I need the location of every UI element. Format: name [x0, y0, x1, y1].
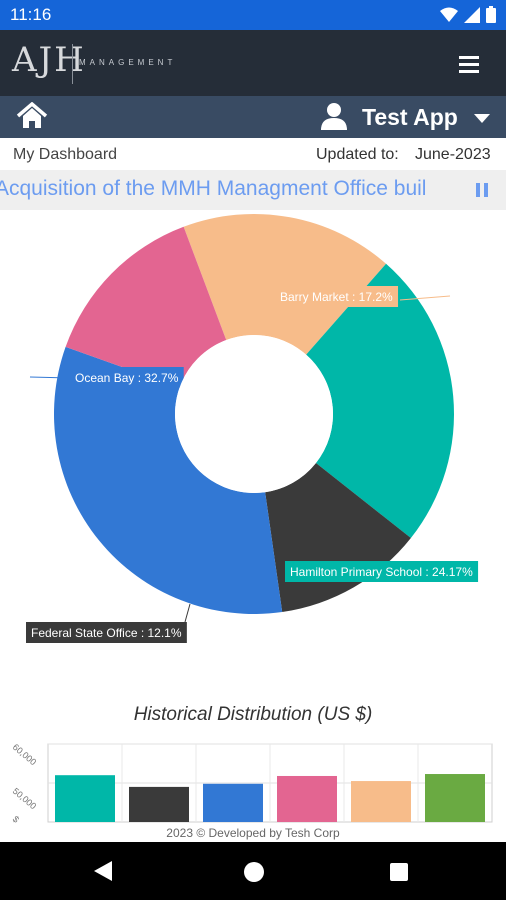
- back-button[interactable]: [92, 859, 114, 888]
- pie-label-box: [275, 286, 399, 307]
- pie-label-text: Hamilton Primary School : 24.17%: [290, 565, 473, 579]
- status-icons: [440, 6, 496, 23]
- logo: AJH: [12, 40, 86, 80]
- app-name: Test App: [362, 104, 458, 130]
- updated-value: June-2023: [415, 146, 491, 163]
- square-icon: [390, 863, 408, 881]
- bar[interactable]: [351, 781, 411, 822]
- y-tick-label: 50,000: [11, 786, 39, 811]
- pie-label: Barry Market : 17.2%: [275, 286, 399, 307]
- signal-icon: [464, 6, 480, 23]
- pie-label-leader: [184, 603, 191, 623]
- y-tick-label: 60,000: [11, 742, 39, 767]
- pie-label-text: Ocean Bay : 32.7%: [75, 371, 179, 385]
- chevron-down-icon: [474, 114, 490, 123]
- bar-chart-title: Historical Distribution (US $): [133, 704, 373, 725]
- wifi-icon: [440, 7, 458, 22]
- footer: 2023 © Developed by Tesh Corp: [0, 826, 506, 842]
- pie-slice-barry-market[interactable]: [183, 214, 387, 355]
- pie-label: Ocean Bay : 32.7%: [70, 367, 184, 388]
- back-icon: [94, 861, 112, 881]
- donut-hole: [175, 335, 333, 493]
- ticker-text: Acquisition of the MMH Managment Office …: [0, 177, 427, 200]
- hamburger-menu-button[interactable]: [452, 51, 484, 79]
- home-icon: [16, 101, 48, 128]
- pie-label-box: [70, 367, 184, 388]
- bar[interactable]: [129, 786, 189, 822]
- bar[interactable]: [277, 775, 337, 822]
- pie-slice-hamilton-primary-school[interactable]: [306, 263, 454, 539]
- android-nav-bar: [0, 842, 506, 900]
- bar[interactable]: [55, 775, 115, 822]
- menu-icon: [459, 56, 479, 73]
- status-time: 11:16: [10, 5, 52, 24]
- pie-label-leader: [399, 295, 451, 301]
- pie-label: Hamilton Primary School : 24.17%: [285, 561, 479, 582]
- pie-slice-other[interactable]: [65, 226, 227, 388]
- user-icon: [321, 103, 347, 130]
- dashboard-row: My Dashboard Updated to: June-2023: [0, 138, 506, 170]
- pie-slice-ocean-bay[interactable]: [53, 346, 283, 614]
- pause-icon: [476, 183, 488, 197]
- battery-icon: [486, 6, 496, 23]
- app-header: [0, 30, 506, 96]
- dashboard-title: My Dashboard: [13, 146, 118, 163]
- pie-label-text: Federal State Office : 12.1%: [31, 626, 182, 640]
- bar[interactable]: [425, 774, 485, 822]
- app-selector-dropdown[interactable]: Test App: [318, 100, 500, 134]
- status-bar: 11:16: [0, 0, 506, 30]
- ticker-fade: [444, 170, 506, 210]
- pie-label-box: [285, 561, 479, 582]
- circle-icon: [244, 862, 264, 882]
- news-ticker: Acquisition of the MMH Managment Office …: [0, 170, 506, 210]
- pie-label-leader: [29, 376, 71, 379]
- pie-label-box: [26, 622, 187, 643]
- pie-label-text: Barry Market : 17.2%: [280, 290, 393, 304]
- nav-bar: Test App: [0, 96, 506, 138]
- bar-chart: 60,000 50,000 $: [11, 742, 493, 825]
- ticker-pause-button[interactable]: [474, 181, 490, 199]
- bar[interactable]: [203, 783, 263, 822]
- logo-divider: [72, 44, 73, 84]
- recents-button[interactable]: [389, 862, 409, 887]
- donut-chart: Barry Market : 17.2% Hamilton Primary Sch…: [26, 214, 479, 643]
- y-tick-label: $: [11, 814, 21, 825]
- updated-label: Updated to:: [316, 146, 399, 163]
- logo-subtitle: MANAGEMENT: [79, 58, 177, 67]
- home-nav-button[interactable]: [243, 861, 265, 888]
- pie-label: Federal State Office : 12.1%: [26, 622, 187, 643]
- home-button[interactable]: [16, 101, 48, 132]
